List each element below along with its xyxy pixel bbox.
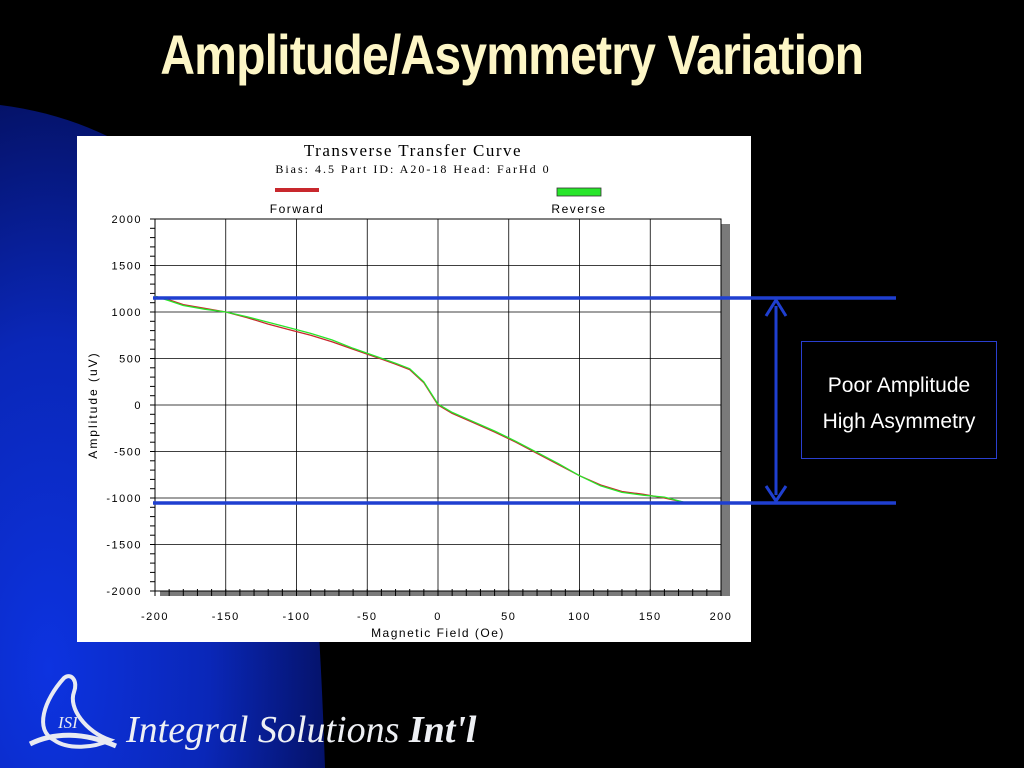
- y-tick-label: 2000: [112, 214, 142, 226]
- arrow-head-down-icon: [764, 485, 788, 504]
- x-tick-label: 100: [568, 611, 591, 623]
- y-tick-label: -500: [114, 447, 142, 459]
- chart-title: Transverse Transfer Curve: [304, 141, 522, 160]
- chart-grid: [155, 219, 721, 591]
- transfer-curve-chart: Transverse Transfer Curve Bias: 4.5 Part…: [86, 141, 733, 640]
- slide-title: Amplitude/Asymmetry Variation: [160, 23, 864, 86]
- x-tick-label: -200: [141, 611, 169, 623]
- callout-line-amplitude: Poor Amplitude: [827, 374, 971, 397]
- legend-swatch-reverse: [556, 187, 602, 197]
- y-tick-label: 0: [134, 400, 142, 412]
- legend-swatch-forward: [275, 188, 319, 192]
- x-tick-label: 0: [434, 611, 442, 623]
- y-tick-label: -2000: [106, 586, 142, 598]
- y-tick-label: 1500: [112, 261, 142, 273]
- legend-label-forward: Forward: [270, 202, 325, 216]
- x-tick-label: -50: [357, 611, 377, 623]
- x-axis-label: Magnetic Field (Oe): [371, 626, 505, 640]
- x-tick-label: 50: [501, 611, 516, 623]
- y-tick-label: 1000: [112, 307, 142, 319]
- chart-panel: Transverse Transfer Curve Bias: 4.5 Part…: [77, 136, 751, 642]
- legend-label-reverse: Reverse: [551, 202, 606, 216]
- isi-logo: ISI: [28, 674, 118, 749]
- x-tick-label: -150: [212, 611, 240, 623]
- y-tick-label: 500: [119, 354, 142, 366]
- y-axis-label: Amplitude (uV): [86, 351, 100, 458]
- axis-ticks: -200 -150 -100 -50 0 50 100 150 2002000150010005…: [106, 214, 733, 623]
- company-name: Integral Solutions Int'l: [126, 708, 477, 752]
- logo-text: ISI: [57, 713, 79, 732]
- callout-box: Poor Amplitude High Asymmetry: [801, 341, 997, 459]
- y-tick-label: -1500: [106, 540, 142, 552]
- callout-line-asymmetry: High Asymmetry: [822, 410, 976, 433]
- company-name-main: Integral Solutions: [126, 709, 400, 751]
- x-tick-label: -100: [282, 611, 310, 623]
- company-name-suffix: Int'l: [408, 709, 477, 751]
- y-tick-label: -1000: [106, 493, 142, 505]
- chart-series: [154, 295, 714, 505]
- x-tick-label: 200: [710, 611, 733, 623]
- x-tick-label: 150: [639, 611, 662, 623]
- series-line-reverse: [154, 295, 714, 505]
- arrow-head-up-icon: [764, 297, 788, 317]
- chart-subtitle: Bias: 4.5 Part ID: A20-18 Head: FarHd 0: [275, 162, 550, 176]
- chart-legend: Forward Reverse: [270, 187, 606, 216]
